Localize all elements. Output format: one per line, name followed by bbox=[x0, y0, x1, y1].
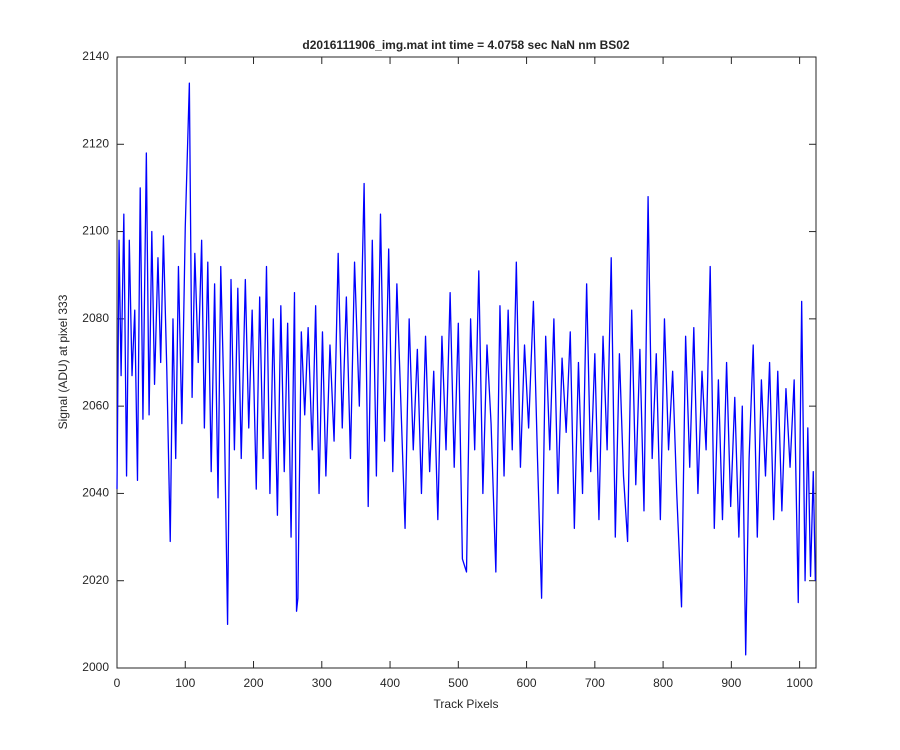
y-tick-label: 2000 bbox=[82, 660, 109, 674]
x-tick-label: 800 bbox=[653, 676, 673, 690]
y-axis-label: Signal (ADU) at pixel 333 bbox=[56, 294, 70, 429]
x-tick-label: 300 bbox=[312, 676, 332, 690]
x-tick-label: 500 bbox=[448, 676, 468, 690]
x-tick-label: 900 bbox=[721, 676, 741, 690]
y-tick-label: 2080 bbox=[82, 311, 109, 325]
x-tick-label: 200 bbox=[244, 676, 264, 690]
y-tick-label: 2020 bbox=[82, 573, 109, 587]
y-tick-label: 2100 bbox=[82, 224, 109, 238]
y-tick-label: 2120 bbox=[82, 136, 109, 150]
x-tick-label: 600 bbox=[517, 676, 537, 690]
x-tick-label: 0 bbox=[114, 676, 121, 690]
y-tick-label: 2140 bbox=[82, 49, 109, 63]
data-line bbox=[116, 82, 816, 656]
x-tick-label: 100 bbox=[175, 676, 195, 690]
y-tick-label: 2060 bbox=[82, 398, 109, 412]
y-tick-label: 2040 bbox=[82, 486, 109, 500]
x-tick-label: 700 bbox=[585, 676, 605, 690]
chart-title: d2016111906_img.mat int time = 4.0758 se… bbox=[302, 38, 630, 52]
x-tick-label: 1000 bbox=[786, 676, 813, 690]
x-tick-label: 400 bbox=[380, 676, 400, 690]
x-axis-label: Track Pixels bbox=[434, 697, 499, 711]
